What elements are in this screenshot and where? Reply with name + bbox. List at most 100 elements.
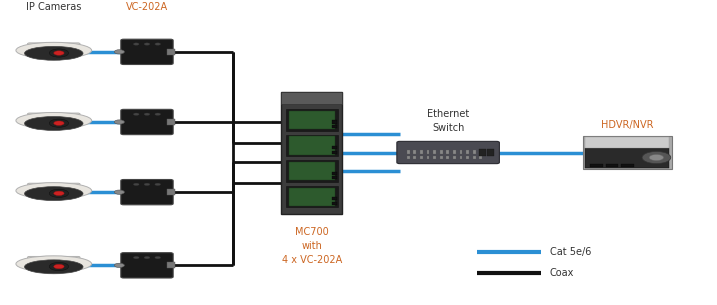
Ellipse shape (16, 113, 92, 129)
Text: Coax: Coax (550, 268, 574, 278)
Bar (407, 156, 409, 159)
FancyBboxPatch shape (288, 188, 335, 206)
Bar (453, 156, 456, 159)
Bar (589, 164, 602, 167)
Circle shape (133, 256, 139, 259)
Bar (331, 146, 337, 149)
Circle shape (54, 121, 64, 125)
Circle shape (155, 113, 161, 116)
Circle shape (49, 262, 69, 271)
Bar (479, 149, 486, 156)
Circle shape (114, 263, 125, 267)
Bar (605, 164, 619, 167)
FancyBboxPatch shape (120, 179, 173, 205)
Circle shape (650, 154, 663, 160)
Bar (331, 202, 337, 205)
FancyBboxPatch shape (167, 119, 174, 125)
FancyBboxPatch shape (120, 253, 173, 278)
Bar (460, 150, 462, 154)
FancyBboxPatch shape (285, 135, 338, 156)
Text: VC-202A: VC-202A (126, 2, 168, 12)
Text: Cat 5e/6: Cat 5e/6 (550, 247, 592, 257)
Circle shape (114, 190, 125, 194)
FancyBboxPatch shape (582, 136, 673, 169)
Circle shape (54, 191, 64, 196)
Circle shape (133, 43, 139, 45)
Bar (440, 150, 442, 154)
Circle shape (133, 183, 139, 185)
FancyBboxPatch shape (285, 160, 338, 182)
Bar (480, 150, 482, 154)
Ellipse shape (24, 117, 83, 131)
FancyBboxPatch shape (281, 92, 343, 104)
Circle shape (49, 189, 69, 197)
Bar (488, 149, 495, 156)
Circle shape (49, 49, 69, 57)
Bar (466, 156, 469, 159)
Circle shape (155, 43, 161, 45)
FancyBboxPatch shape (167, 189, 174, 195)
FancyBboxPatch shape (288, 111, 335, 129)
Circle shape (114, 120, 125, 124)
Bar (433, 150, 436, 154)
Text: Ethernet
Switch: Ethernet Switch (427, 109, 469, 133)
Bar (331, 151, 337, 154)
Bar (331, 172, 337, 175)
Bar (473, 156, 475, 159)
FancyBboxPatch shape (120, 39, 173, 65)
Circle shape (54, 51, 64, 55)
FancyBboxPatch shape (27, 183, 80, 189)
Circle shape (155, 256, 161, 259)
Bar (331, 120, 337, 124)
Bar (473, 150, 475, 154)
Bar (427, 156, 429, 159)
Bar (427, 150, 429, 154)
FancyBboxPatch shape (288, 162, 335, 180)
Bar (331, 176, 337, 179)
FancyBboxPatch shape (285, 186, 338, 207)
Circle shape (144, 113, 150, 116)
Ellipse shape (24, 46, 83, 60)
Bar (447, 156, 449, 159)
Bar (433, 156, 436, 159)
Bar (466, 150, 469, 154)
Ellipse shape (24, 187, 83, 201)
Ellipse shape (16, 42, 92, 59)
Ellipse shape (16, 183, 92, 199)
FancyBboxPatch shape (585, 148, 669, 168)
Text: HDVR/NVR: HDVR/NVR (601, 120, 654, 130)
Bar (414, 150, 416, 154)
Circle shape (144, 43, 150, 45)
FancyBboxPatch shape (288, 136, 335, 155)
Bar (331, 197, 337, 200)
Bar (420, 150, 423, 154)
Ellipse shape (24, 260, 83, 274)
Bar (480, 156, 482, 159)
Bar (407, 150, 409, 154)
Bar (447, 150, 449, 154)
Bar (460, 156, 462, 159)
Circle shape (144, 183, 150, 185)
FancyBboxPatch shape (585, 137, 669, 149)
Ellipse shape (16, 256, 92, 272)
Circle shape (642, 152, 671, 163)
Text: MC700
with
4 x VC-202A: MC700 with 4 x VC-202A (282, 227, 342, 265)
FancyBboxPatch shape (120, 109, 173, 135)
Bar (453, 150, 456, 154)
Circle shape (49, 119, 69, 127)
FancyBboxPatch shape (27, 257, 80, 262)
FancyBboxPatch shape (167, 262, 174, 268)
Bar (414, 156, 416, 159)
Bar (440, 156, 442, 159)
FancyBboxPatch shape (281, 92, 343, 214)
Bar (420, 156, 423, 159)
Bar (331, 125, 337, 128)
Bar (621, 164, 635, 167)
Circle shape (114, 50, 125, 54)
FancyBboxPatch shape (397, 142, 499, 163)
Circle shape (155, 183, 161, 185)
Circle shape (144, 256, 150, 259)
FancyBboxPatch shape (285, 109, 338, 131)
Text: IP Cameras: IP Cameras (26, 2, 82, 12)
FancyBboxPatch shape (167, 49, 174, 55)
